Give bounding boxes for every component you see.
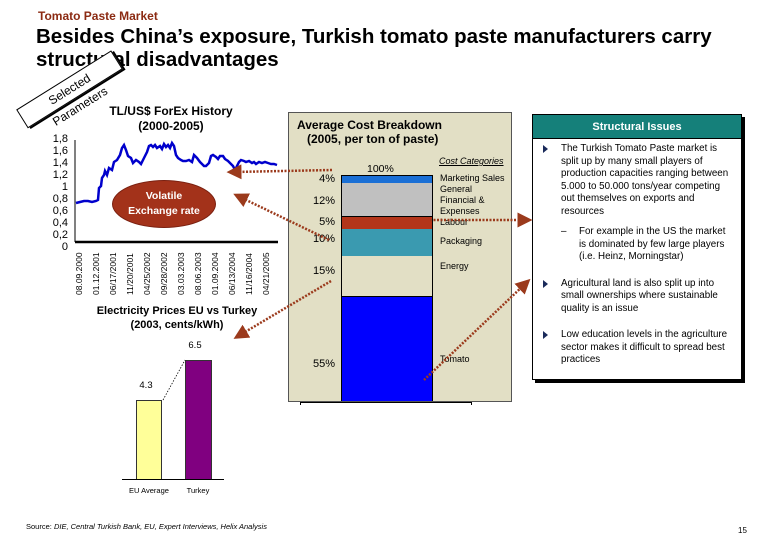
source-label: Source: [26, 522, 52, 531]
dash-bullet: – [561, 226, 567, 237]
eu-value-label: 4.3 [139, 380, 153, 391]
cost-title-line2: (2005, per ton of paste) [307, 132, 439, 146]
turkey-bar [185, 360, 212, 480]
x-tick: 08.06.2003 [193, 252, 203, 295]
issue-text: Agricultural land is also split up into … [561, 277, 718, 314]
electricity-chart-title: Electricity Prices EU vs Turkey (2003, c… [72, 304, 282, 332]
cat-packaging: Packaging [440, 236, 483, 246]
forex-chart-title: TL/US$ ForEx History (2000-2005) [96, 104, 246, 134]
x-tick: 06/17/2001 [108, 252, 118, 295]
x-tick: 09/28/2002 [159, 252, 169, 295]
issue-item: The Turkish Tomato Paste market is split… [543, 143, 733, 264]
segment-labour [341, 216, 433, 229]
y-tick: 1,6 [52, 145, 68, 157]
cost-title: Average Cost Breakdown (2005, per ton of… [297, 118, 442, 146]
issue-text: Low education levels in the agriculture … [561, 329, 728, 365]
y-tick: 0 [61, 241, 68, 253]
triangle-bullet-icon [543, 145, 548, 153]
pct-energy: 15% [312, 265, 335, 277]
segment-tomato [341, 296, 433, 401]
structural-issues-header: Structural Issues [533, 115, 741, 139]
kicker: Tomato Paste Market [38, 9, 158, 23]
y-tick: 0,2 [52, 229, 68, 241]
total-label: 100% [367, 163, 394, 175]
segment-energy [341, 256, 433, 296]
turkey-label: Turkey [186, 486, 210, 495]
issues-list: The Turkish Tomato Paste market is split… [533, 139, 741, 367]
cost-baseline [300, 402, 472, 405]
x-tick: 08.09.2000 [74, 252, 84, 295]
sub-text: For example in the US the market is domi… [579, 226, 726, 262]
page-number: 15 [738, 526, 747, 535]
electricity-title-line2: (2003, cents/kWh) [130, 319, 224, 331]
electricity-title-line1: Electricity Prices EU vs Turkey [96, 305, 258, 317]
source-text: DIE, Central Turkish Bank, EU, Expert In… [53, 522, 267, 531]
cat-tomato: Tomato [440, 354, 470, 364]
callout-line2: Exchange rate [128, 205, 200, 217]
issue-text: The Turkish Tomato Paste market is split… [561, 143, 729, 217]
segment-marketing [341, 183, 433, 216]
forex-title-line2: (2000-2005) [138, 119, 204, 133]
forex-title-line1: TL/US$ ForEx History [109, 104, 233, 118]
pct-tomato: 55% [312, 358, 335, 370]
x-tick: 04/21/2005 [261, 252, 271, 295]
turkey-value-label: 6.5 [188, 340, 202, 351]
structural-issues-panel: Structural Issues The Turkish Tomato Pas… [532, 114, 742, 380]
cost-breakdown-panel: Average Cost Breakdown (2005, per ton of… [288, 112, 512, 405]
volatile-exchange-callout: Volatile Exchange rate [112, 180, 216, 228]
cost-categories-header: Cost Categories [439, 156, 504, 166]
page-title: Besides China’s exposure, Turkish tomato… [36, 25, 712, 71]
x-tick: 11/20/2001 [125, 253, 135, 295]
cat-marketing: Marketing Sales General Financial & Expe… [440, 173, 505, 216]
y-tick: 0,4 [52, 217, 68, 229]
x-tick: 01.12.2001 [91, 252, 101, 295]
y-tick: 1,4 [52, 157, 68, 169]
segment-packaging [341, 229, 433, 256]
issue-subitem: – For example in the US the market is do… [561, 226, 733, 264]
pct-marketing: 12% [312, 195, 335, 207]
x-tick: 03.03.2003 [176, 252, 186, 295]
x-tick: 01.09.2004 [210, 252, 220, 295]
pct-labour: 5% [319, 216, 335, 228]
triangle-bullet-icon [543, 331, 548, 339]
y-tick: 1 [61, 181, 68, 193]
y-tick: 0,6 [52, 205, 68, 217]
pct-top: 4% [319, 173, 335, 185]
y-tick: 1,2 [52, 169, 68, 181]
cat-labour: Labour [440, 217, 469, 227]
segment-top [341, 175, 433, 183]
issue-item: Agricultural land is also split up into … [543, 278, 733, 316]
cat-energy: Energy [440, 261, 469, 271]
eu-average-label: EU Average [129, 486, 169, 495]
x-tick: 06/13/2004 [227, 252, 237, 295]
x-tick: 04/25/2002 [142, 252, 152, 295]
y-tick: 1,8 [52, 133, 68, 145]
issue-item: Low education levels in the agriculture … [543, 329, 733, 367]
source-note: Source: DIE, Central Turkish Bank, EU, E… [26, 522, 267, 531]
eu-average-bar [136, 400, 162, 480]
x-tick: 11/16/2004 [244, 253, 254, 295]
y-tick: 0,8 [52, 193, 68, 205]
triangle-bullet-icon [543, 279, 548, 288]
callout-line1: Volatile [145, 190, 183, 202]
cost-title-line1: Average Cost Breakdown [297, 118, 442, 132]
pct-packaging: 10% [312, 233, 335, 245]
electricity-axis [122, 479, 224, 480]
